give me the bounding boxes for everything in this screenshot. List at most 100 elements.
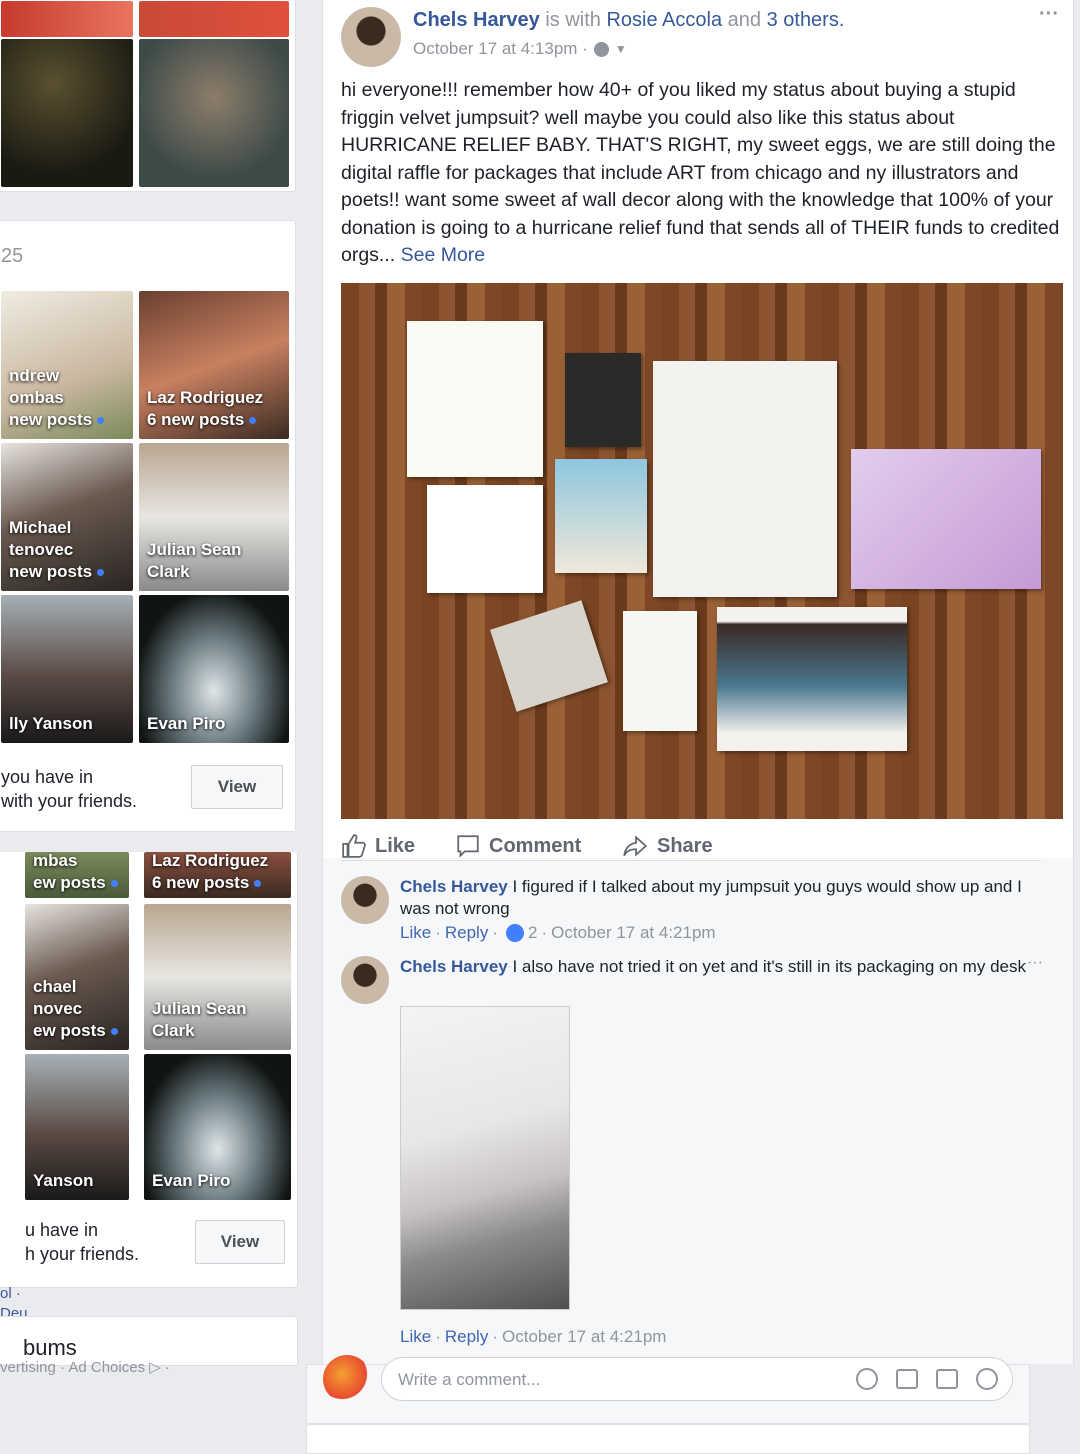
friends-footer-text: you have in with your friends. xyxy=(1,767,138,811)
friends-footer-text: u have in h your friends. xyxy=(25,1220,140,1264)
new-posts-dot xyxy=(249,417,257,425)
author-avatar[interactable] xyxy=(341,7,401,67)
comment-time[interactable]: October 17 at 4:21pm xyxy=(551,923,716,942)
post-header: Chels Harvey is with Rosie Accola and 3 … xyxy=(413,9,845,31)
friend-tile-label: Evan Piro xyxy=(147,714,226,733)
comment-button[interactable]: Comment xyxy=(455,833,581,859)
chevron-down-icon[interactable]: ▼ xyxy=(614,42,627,56)
friend-tile-label: Laz Rodriguez 6 new posts xyxy=(152,852,269,892)
friend-tile-label: ndrew ombas new posts xyxy=(9,365,105,431)
friend-tile-label: Yanson xyxy=(33,1171,94,1190)
friend-tile-label: Julian Sean Clark xyxy=(152,999,247,1040)
friend-tile[interactable]: Evan Piro xyxy=(144,1054,291,1200)
ads-links[interactable]: vertising · Ad Choices ▷ · xyxy=(0,1359,170,1376)
friend-tile-label: Michael tenovec new posts xyxy=(9,517,105,583)
next-post-card xyxy=(306,1424,1030,1454)
like-reaction-icon xyxy=(506,924,524,942)
others-link[interactable]: 3 others. xyxy=(766,9,845,31)
comment-photo[interactable] xyxy=(400,1006,570,1310)
comment-input-placeholder: Write a comment... xyxy=(398,1370,541,1389)
friend-tile-label: lly Yanson xyxy=(9,714,93,733)
albums-title: bums xyxy=(23,1335,77,1360)
friends-posts-card-duplicate: mbas ew posts Laz Rodriguez 6 new posts ch… xyxy=(0,852,298,1288)
camera-icon[interactable] xyxy=(896,1369,918,1389)
like-button[interactable]: Like xyxy=(341,833,415,859)
comment-2: Chels Harvey I also have not tried it on… xyxy=(400,956,1030,978)
comment-options-icon[interactable]: ··· xyxy=(1027,954,1043,971)
comment-input[interactable]: Write a comment... xyxy=(381,1357,1013,1401)
gif-icon[interactable] xyxy=(936,1369,958,1389)
post-options-icon[interactable]: ··· xyxy=(1039,3,1059,25)
friend-tile[interactable]: Julian Sean Clark xyxy=(144,904,291,1050)
comment-1-actions: Like · Reply · 2 · October 17 at 4:21pm xyxy=(400,923,716,942)
albums-card: bums xyxy=(0,1316,298,1366)
comment-reply-link[interactable]: Reply xyxy=(444,923,489,942)
divider xyxy=(341,860,1041,861)
comment-1: Chels Harvey I figured if I talked about… xyxy=(400,876,1040,920)
comment-icon xyxy=(457,835,479,858)
art-small-print xyxy=(427,485,543,593)
art-booklet xyxy=(565,353,641,447)
view-button[interactable]: View xyxy=(191,765,283,809)
comment-author-link[interactable]: Chels Harvey xyxy=(400,877,508,896)
friend-photo[interactable] xyxy=(1,39,133,187)
art-table-print xyxy=(717,607,907,751)
art-purple-print xyxy=(851,449,1041,589)
post-card: Chels Harvey is with Rosie Accola and 3 … xyxy=(322,0,1074,864)
post-timestamp: October 17 at 4:13pm · ▼ xyxy=(413,39,627,58)
friend-photo[interactable] xyxy=(139,1,289,37)
comment-composer: Write a comment... xyxy=(306,1355,1030,1424)
friend-tile-andrew[interactable]: ndrew ombas new posts xyxy=(1,291,133,439)
globe-icon xyxy=(593,41,609,57)
friend-tile-laz[interactable]: Laz Rodriguez 6 new posts xyxy=(139,291,289,439)
tagged-link[interactable]: Rosie Accola xyxy=(606,9,723,31)
post-photo[interactable] xyxy=(341,283,1063,819)
art-zine xyxy=(555,459,647,573)
friend-tile[interactable]: Yanson xyxy=(25,1054,129,1200)
friend-tile-ally[interactable]: lly Yanson xyxy=(1,595,133,743)
friend-tile-evan[interactable]: Evan Piro xyxy=(139,595,289,743)
comment-like-link[interactable]: Like xyxy=(400,923,432,942)
friend-photo[interactable] xyxy=(139,39,289,187)
share-button[interactable]: Share xyxy=(621,833,713,859)
comment-text: I also have not tried it on yet and it's… xyxy=(512,957,1026,976)
friend-photo[interactable] xyxy=(1,1,133,37)
comment-avatar[interactable] xyxy=(341,956,389,1004)
left-photo-strip-top xyxy=(0,0,296,192)
friend-tile-label: Julian Sean Clark xyxy=(147,540,242,581)
comment-like-link[interactable]: Like xyxy=(400,1327,432,1346)
emoji-icon[interactable] xyxy=(856,1368,878,1390)
friend-tile-julian[interactable]: Julian Sean Clark xyxy=(139,443,289,591)
comment-author-link[interactable]: Chels Harvey xyxy=(400,957,508,976)
art-print xyxy=(407,321,543,477)
reaction-count[interactable]: 2 xyxy=(528,923,538,942)
comment-avatar[interactable] xyxy=(341,876,389,924)
share-icon xyxy=(623,835,648,857)
art-comic xyxy=(653,361,837,597)
comment-2-actions: Like · Reply · October 17 at 4:21pm xyxy=(400,1327,667,1346)
comment-text: I figured if I talked about my jumpsuit … xyxy=(400,877,1022,918)
friend-tile-label: chael novec ew posts xyxy=(33,976,118,1042)
thumbs-up-icon xyxy=(342,834,366,858)
friend-tile[interactable]: mbas ew posts xyxy=(25,852,129,898)
comment-time[interactable]: October 17 at 4:21pm xyxy=(502,1327,667,1346)
viewer-avatar xyxy=(323,1355,371,1403)
sticker-icon[interactable] xyxy=(976,1368,998,1390)
see-more-link[interactable]: See More xyxy=(400,244,486,266)
new-posts-dot xyxy=(97,569,105,577)
comment-reply-link[interactable]: Reply xyxy=(444,1327,489,1346)
friend-tile[interactable]: Laz Rodriguez 6 new posts xyxy=(144,852,291,898)
friend-tile[interactable]: chael novec ew posts xyxy=(25,904,129,1050)
author-link[interactable]: Chels Harvey xyxy=(413,9,540,31)
new-posts-dot xyxy=(97,417,105,425)
art-cards xyxy=(490,600,608,712)
art-poems xyxy=(623,611,697,731)
friend-tile-michael[interactable]: Michael tenovec new posts xyxy=(1,443,133,591)
friend-tile-label: Evan Piro xyxy=(152,1171,231,1190)
view-button[interactable]: View xyxy=(195,1220,285,1264)
post-body: hi everyone!!! remember how 40+ of you l… xyxy=(341,79,1060,266)
friend-tile-label: Laz Rodriguez 6 new posts xyxy=(147,388,264,429)
comments-area: Chels Harvey I figured if I talked about… xyxy=(322,858,1074,1364)
friends-posts-card: 25 ndrew ombas new posts Laz Rodriguez 6 ne… xyxy=(0,220,296,832)
friends-count: 25 xyxy=(1,245,24,267)
